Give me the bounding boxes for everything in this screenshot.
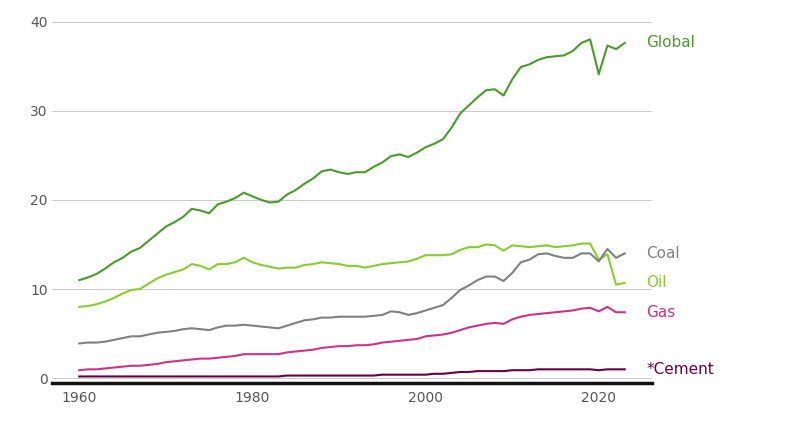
Text: *Cement: *Cement: [646, 362, 714, 377]
Text: Coal: Coal: [646, 246, 680, 261]
Text: Global: Global: [646, 35, 695, 50]
Text: Gas: Gas: [646, 305, 676, 320]
Text: Oil: Oil: [646, 275, 667, 290]
